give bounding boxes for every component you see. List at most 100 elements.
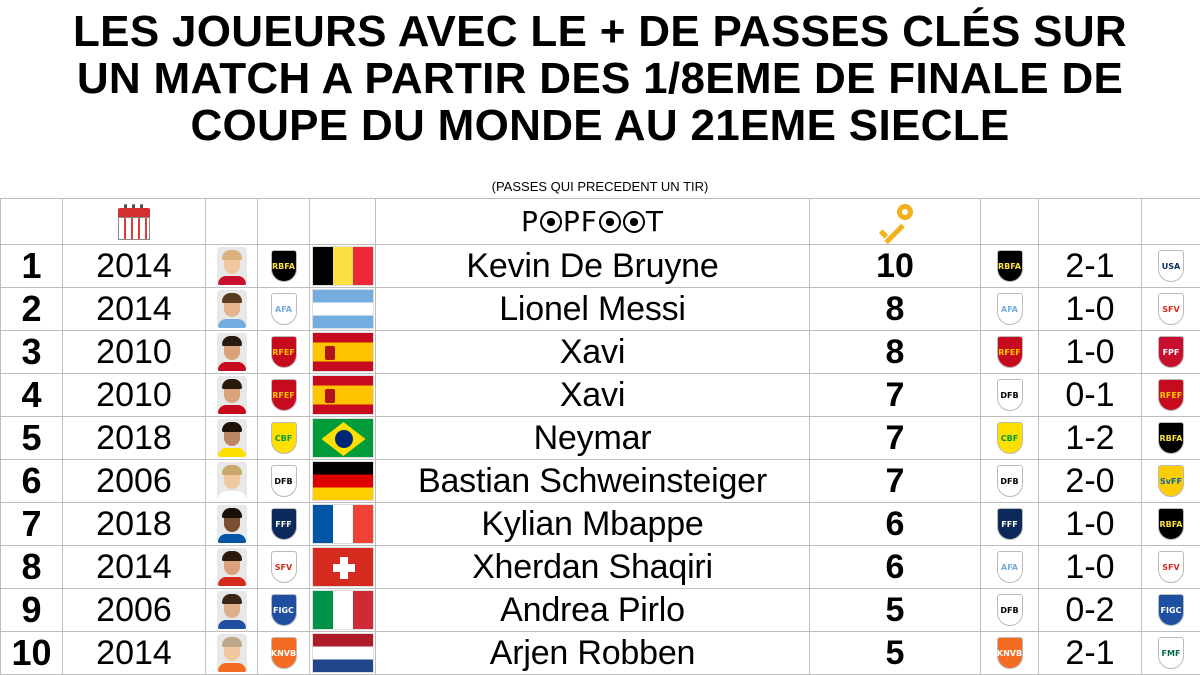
key-passes-cell: 8 bbox=[809, 287, 981, 331]
played-for-crest-cell: DFB bbox=[980, 588, 1039, 632]
player-photo bbox=[216, 247, 247, 285]
switzerland-flag-icon bbox=[311, 547, 374, 587]
player-name-cell: Neymar bbox=[375, 416, 810, 460]
calendar-icon bbox=[118, 203, 150, 240]
ranking-table: P PF T 1 2014 RBFA Kevin De Bruyne 10 RBFA 2-1 US… bbox=[0, 198, 1200, 675]
title-line-3: COUPE DU MONDE AU 21EME SIECLE bbox=[190, 101, 1010, 150]
key-icon bbox=[875, 202, 915, 244]
belgium-crest-icon: RBFA bbox=[1158, 508, 1184, 540]
title-line-1: LES JOUEURS AVEC LE + DE PASSES CLÉS SUR bbox=[73, 7, 1127, 56]
player-name-cell: Lionel Messi bbox=[375, 287, 810, 331]
table-row: 7 2018 FFF Kylian Mbappe 6 FFF 1-0 RBFA bbox=[0, 502, 1200, 546]
opponent-crest-cell: SFV bbox=[1141, 287, 1200, 331]
year-cell: 2010 bbox=[62, 330, 206, 374]
germany-crest-icon: DFB bbox=[996, 379, 1023, 411]
year-cell: 2014 bbox=[62, 631, 206, 675]
belgium-crest-icon: RBFA bbox=[1158, 422, 1184, 454]
switzerland-crest-icon: SFV bbox=[1158, 551, 1184, 583]
player-photo bbox=[216, 376, 247, 414]
team-crest-cell: KNVB bbox=[257, 631, 310, 675]
opponent-crest-cell: RFEF bbox=[1141, 373, 1200, 417]
team-flag-cell bbox=[309, 545, 376, 589]
netherlands-flag-icon bbox=[311, 633, 374, 673]
netherlands-crest-icon: KNVB bbox=[270, 637, 297, 669]
team-flag-cell bbox=[309, 502, 376, 546]
usa-crest-icon: USA bbox=[1158, 250, 1184, 282]
played-for-crest-cell: DFB bbox=[980, 373, 1039, 417]
opponent-crest-cell: RBFA bbox=[1141, 416, 1200, 460]
italy-crest-icon: FIGC bbox=[1158, 594, 1184, 626]
team-crest-cell: RFEF bbox=[257, 330, 310, 374]
player-name-cell: Kylian Mbappe bbox=[375, 502, 810, 546]
score-cell: 0-2 bbox=[1038, 588, 1142, 632]
team-flag-cell bbox=[309, 330, 376, 374]
switzerland-crest-icon: SFV bbox=[1158, 293, 1184, 325]
belgium-crest-icon: RBFA bbox=[270, 250, 297, 282]
opponent-crest-cell: FIGC bbox=[1141, 588, 1200, 632]
rank-cell: 8 bbox=[0, 545, 63, 589]
spain-flag-icon bbox=[311, 375, 374, 415]
france-crest-icon: FFF bbox=[996, 508, 1023, 540]
team-flag-cell bbox=[309, 588, 376, 632]
photo-cell bbox=[205, 502, 258, 546]
france-flag-icon bbox=[311, 504, 374, 544]
key-passes-cell: 6 bbox=[809, 502, 981, 546]
brazil-crest-icon: CBF bbox=[270, 422, 297, 454]
team-crest-cell: FIGC bbox=[257, 588, 310, 632]
spain-crest-icon: RFEF bbox=[1158, 379, 1184, 411]
key-passes-cell: 8 bbox=[809, 330, 981, 374]
player-name-cell: Andrea Pirlo bbox=[375, 588, 810, 632]
belgium-flag-icon bbox=[311, 246, 374, 286]
played-for-crest-cell: DFB bbox=[980, 459, 1039, 503]
score-cell: 2-0 bbox=[1038, 459, 1142, 503]
year-cell: 2006 bbox=[62, 588, 206, 632]
score-cell: 1-0 bbox=[1038, 545, 1142, 589]
team-flag-cell bbox=[309, 459, 376, 503]
team-crest-cell: RFEF bbox=[257, 373, 310, 417]
team-crest-cell: SFV bbox=[257, 545, 310, 589]
year-cell: 2014 bbox=[62, 287, 206, 331]
mexico-crest-icon: FMF bbox=[1158, 637, 1184, 669]
key-passes-cell: 7 bbox=[809, 459, 981, 503]
played-for-crest-cell: AFA bbox=[980, 545, 1039, 589]
score-cell: 0-1 bbox=[1038, 373, 1142, 417]
year-cell: 2018 bbox=[62, 416, 206, 460]
table-row: 5 2018 CBF Neymar 7 CBF 1-2 RBFA bbox=[0, 416, 1200, 460]
team-flag-cell bbox=[309, 416, 376, 460]
header-row: P PF T bbox=[0, 198, 1200, 245]
germany-crest-icon: DFB bbox=[270, 465, 297, 497]
score-cell: 1-0 bbox=[1038, 287, 1142, 331]
rank-cell: 3 bbox=[0, 330, 63, 374]
table-row: 1 2014 RBFA Kevin De Bruyne 10 RBFA 2-1 USA bbox=[0, 244, 1200, 288]
score-cell: 1-2 bbox=[1038, 416, 1142, 460]
score-cell: 1-0 bbox=[1038, 502, 1142, 546]
player-name-cell: Bastian Schweinsteiger bbox=[375, 459, 810, 503]
score-cell: 2-1 bbox=[1038, 631, 1142, 675]
rank-cell: 10 bbox=[0, 631, 63, 675]
player-photo bbox=[216, 591, 247, 629]
score-cell: 1-0 bbox=[1038, 330, 1142, 374]
year-cell: 2018 bbox=[62, 502, 206, 546]
rank-cell: 9 bbox=[0, 588, 63, 632]
subtitle: (PASSES QUI PRECEDENT UN TIR) bbox=[491, 179, 709, 194]
italy-crest-icon: FIGC bbox=[270, 594, 297, 626]
photo-cell bbox=[205, 631, 258, 675]
opponent-crest-cell: FPF bbox=[1141, 330, 1200, 374]
year-cell: 2006 bbox=[62, 459, 206, 503]
rank-cell: 4 bbox=[0, 373, 63, 417]
player-photo bbox=[216, 290, 247, 328]
player-name-cell: Kevin De Bruyne bbox=[375, 244, 810, 288]
team-crest-cell: DFB bbox=[257, 459, 310, 503]
opponent-crest-cell: SvFF bbox=[1141, 459, 1200, 503]
key-passes-cell: 5 bbox=[809, 588, 981, 632]
rank-cell: 1 bbox=[0, 244, 63, 288]
argentina-crest-icon: AFA bbox=[270, 293, 297, 325]
key-passes-cell: 10 bbox=[809, 244, 981, 288]
page-title: LES JOUEURS AVEC LE + DE PASSES CLÉS SUR… bbox=[0, 8, 1200, 149]
score-cell: 2-1 bbox=[1038, 244, 1142, 288]
photo-cell bbox=[205, 588, 258, 632]
belgium-crest-icon: RBFA bbox=[996, 250, 1023, 282]
rank-cell: 7 bbox=[0, 502, 63, 546]
popfoot-logo: P PF T bbox=[521, 205, 664, 238]
photo-cell bbox=[205, 459, 258, 503]
